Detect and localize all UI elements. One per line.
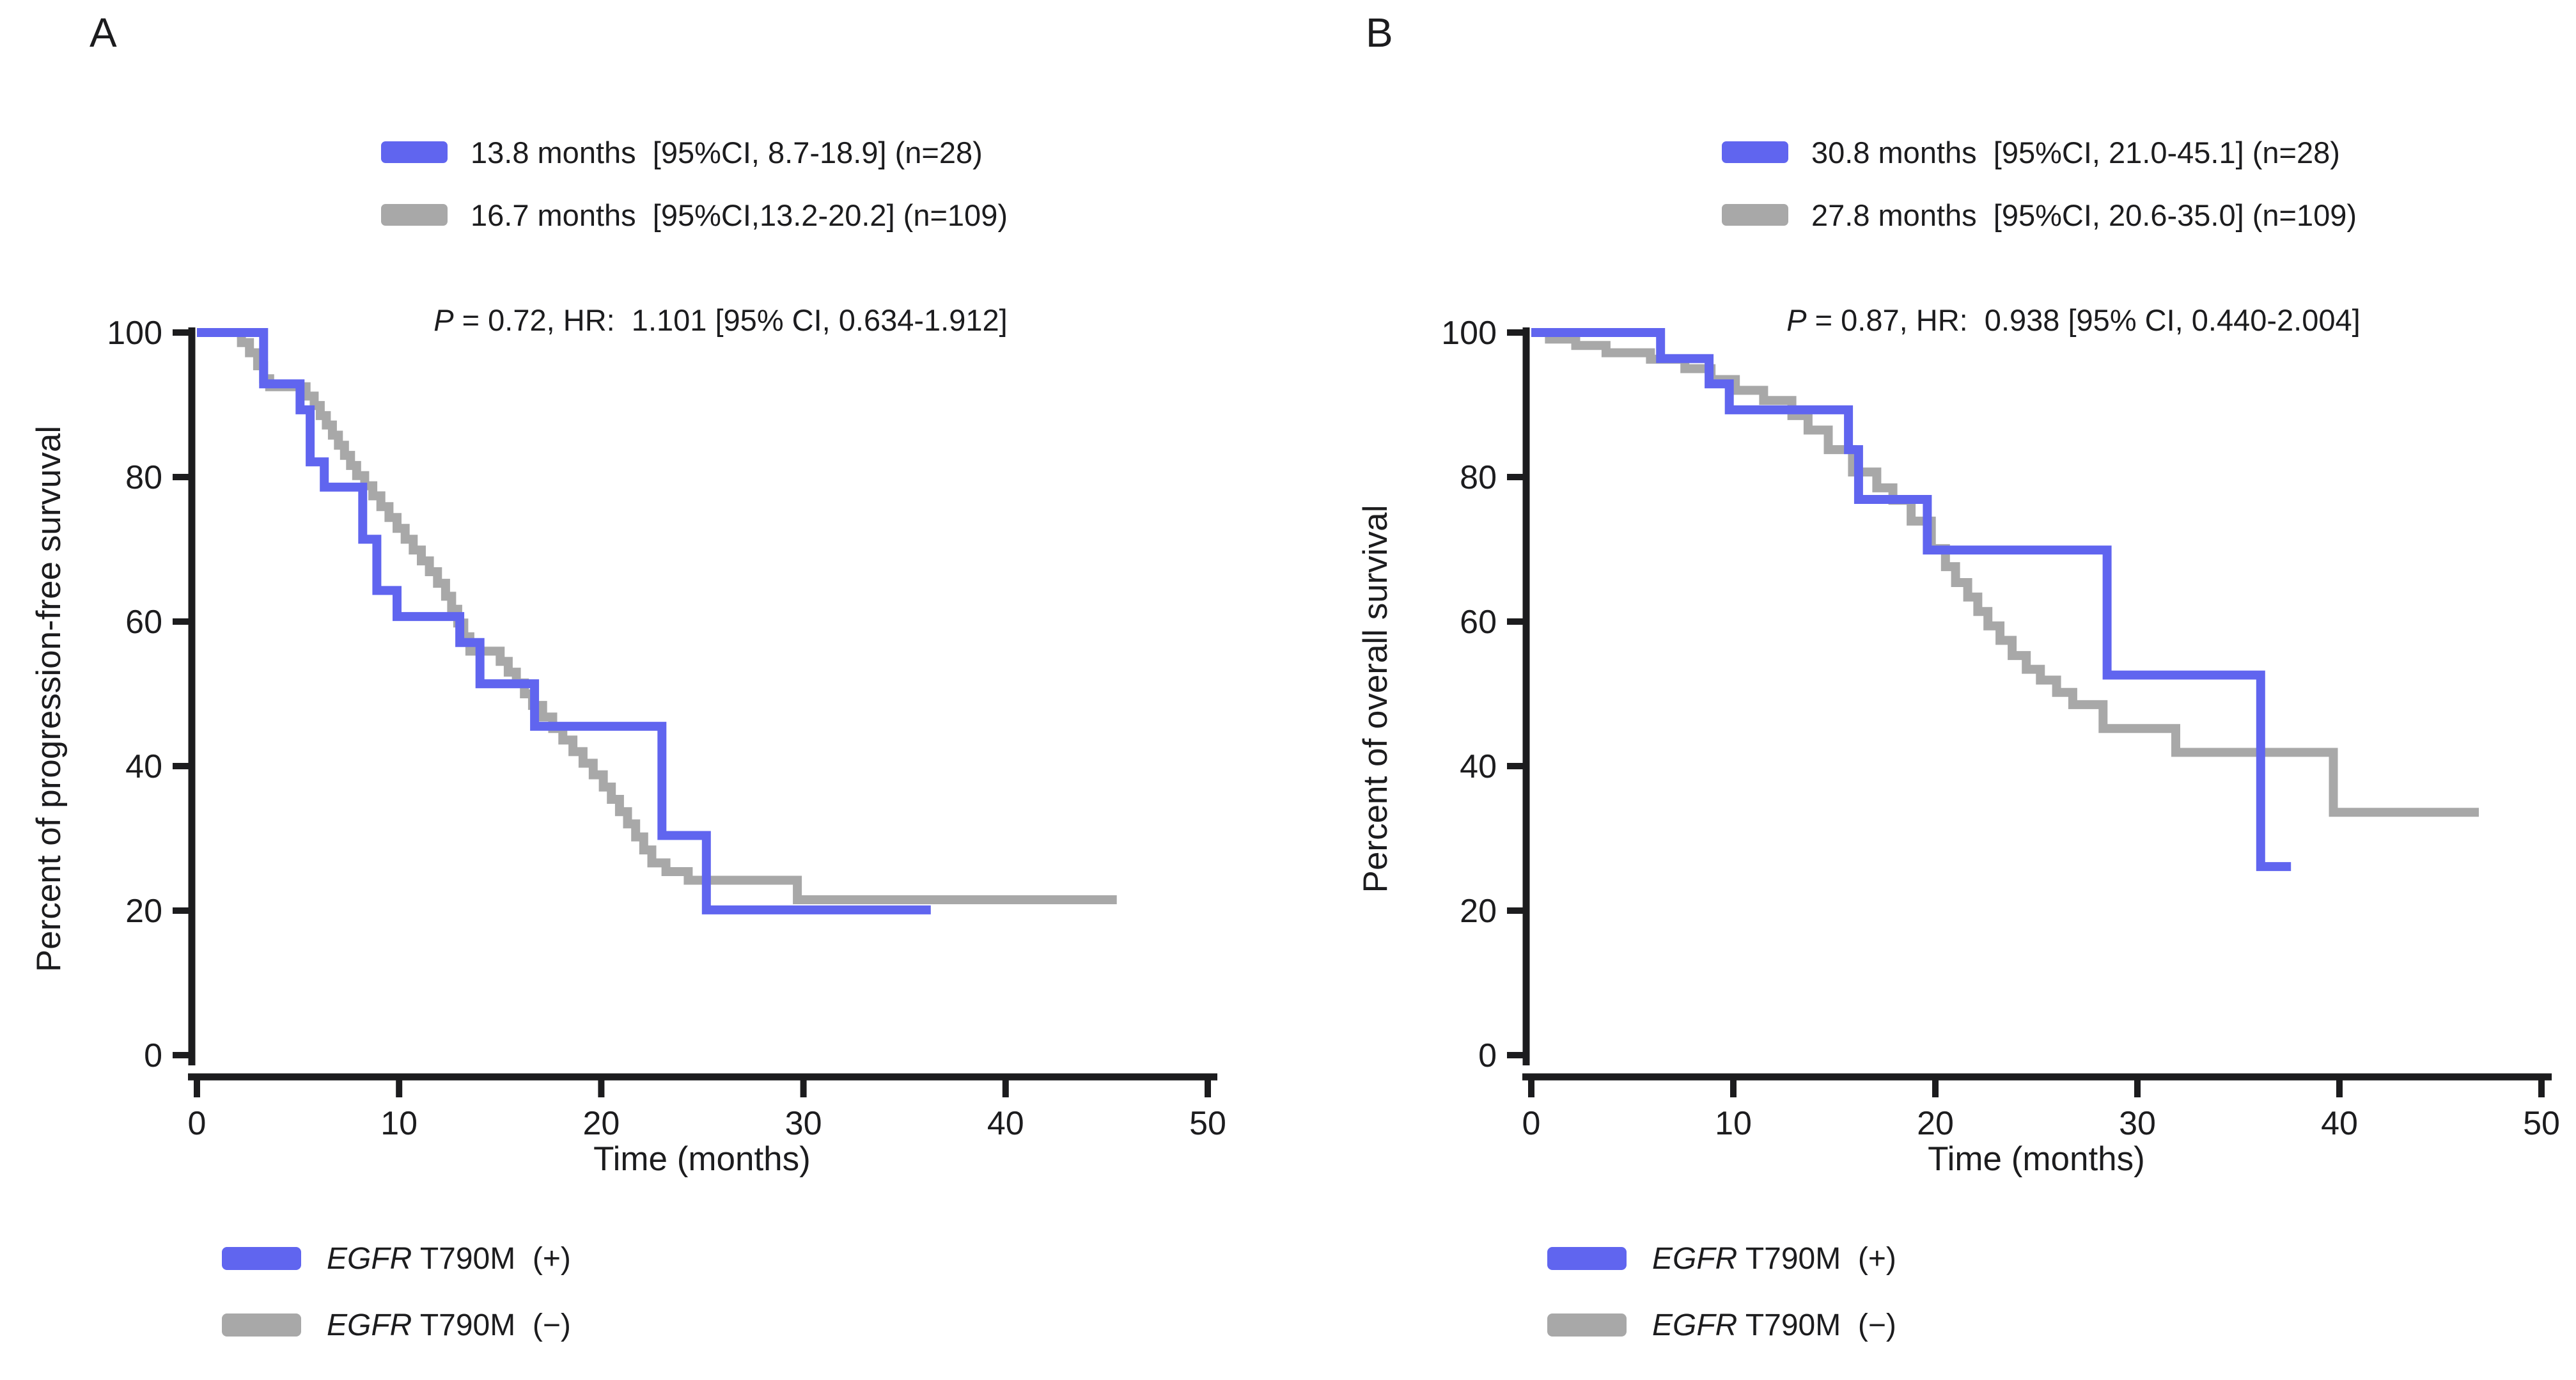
legend-label-positive: 30.8 months [95%CI, 21.0-45.1] (n=28) [1811, 135, 2340, 169]
x-tick-label: 20 [582, 1105, 620, 1142]
y-axis-title: Percent of overall survival [1357, 505, 1394, 893]
x-tick-label: 40 [2321, 1105, 2358, 1142]
y-axis-title: Percent of progression-free survuval [30, 425, 68, 973]
y-tick-label: 60 [125, 604, 162, 641]
legend-row: 30.8 months [95%CI, 21.0-45.1] (n=28) [1722, 133, 2340, 171]
legend-swatch-negative [222, 1313, 301, 1337]
stats-annotation: P = 0.87, HR: 0.938 [95% CI, 0.440-2.004… [1753, 267, 2361, 373]
km-curve-positive [1531, 328, 2291, 872]
km-curve-positive [197, 328, 931, 914]
stats-text: = 0.87, HR: 0.938 [95% CI, 0.440-2.004] [1806, 303, 2361, 337]
legend-swatch-positive [1547, 1247, 1627, 1270]
bottom-legend-label-negative: EGFR T790M (−) [1652, 1308, 1896, 1343]
x-tick-label: 0 [1522, 1105, 1541, 1142]
x-tick-label: 50 [1189, 1105, 1226, 1142]
y-tick-label: 60 [1460, 604, 1497, 641]
legend-row: 13.8 months [95%CI, 8.7-18.9] (n=28) [381, 133, 983, 171]
x-tick-label: 30 [785, 1105, 822, 1142]
legend-row: 27.8 months [95%CI, 20.6-35.0] (n=109) [1722, 196, 2357, 234]
panel-b-label: B [1366, 10, 1393, 56]
x-tick-label: 10 [380, 1105, 418, 1142]
legend-swatch-positive [222, 1247, 301, 1270]
legend-label-negative: 16.7 months [95%CI,13.2-20.2] (n=109) [471, 198, 1008, 232]
stats-text: = 0.72, HR: 1.101 [95% CI, 0.634-1.912] [453, 303, 1008, 337]
marker-status: T790M (−) [412, 1308, 571, 1342]
marker-status: T790M (+) [1737, 1241, 1896, 1276]
bottom-legend-row: EGFR T790M (−) [1547, 1305, 1896, 1345]
y-tick-label: 100 [1441, 315, 1497, 352]
bottom-legend-label-positive: EGFR T790M (+) [327, 1241, 571, 1276]
legend-row: 16.7 months [95%CI,13.2-20.2] (n=109) [381, 196, 1008, 234]
legend-swatch-negative [1547, 1313, 1627, 1337]
y-tick-label: 40 [125, 748, 162, 785]
y-tick-label: 0 [144, 1037, 162, 1074]
p-value-symbol: P [433, 303, 454, 337]
panel-a-label: A [90, 10, 117, 56]
x-axis-title: Time (months) [1928, 1140, 2145, 1178]
gene-name: EGFR [327, 1241, 412, 1276]
x-tick-label: 20 [1917, 1105, 1954, 1142]
x-tick-label: 10 [1715, 1105, 1752, 1142]
y-tick-label: 0 [1478, 1037, 1497, 1074]
y-tick-label: 20 [125, 893, 162, 930]
p-value-symbol: P [1786, 303, 1807, 337]
bottom-legend-label-positive: EGFR T790M (+) [1652, 1241, 1896, 1276]
y-tick-label: 100 [107, 315, 162, 352]
marker-status: T790M (+) [412, 1241, 571, 1276]
legend-label-negative: 27.8 months [95%CI, 20.6-35.0] (n=109) [1811, 198, 2357, 232]
gene-name: EGFR [1652, 1241, 1738, 1276]
bottom-legend-row: EGFR T790M (+) [1547, 1238, 1896, 1279]
legend-label-positive: 13.8 months [95%CI, 8.7-18.9] (n=28) [471, 135, 983, 169]
stats-annotation: P = 0.72, HR: 1.101 [95% CI, 0.634-1.912… [400, 267, 1008, 373]
x-tick-label: 0 [188, 1105, 207, 1142]
gene-name: EGFR [1652, 1308, 1738, 1342]
x-tick-label: 30 [2119, 1105, 2156, 1142]
y-tick-label: 80 [1460, 459, 1497, 496]
x-tick-label: 50 [2523, 1105, 2560, 1142]
gene-name: EGFR [327, 1308, 412, 1342]
bottom-legend-label-negative: EGFR T790M (−) [327, 1308, 571, 1343]
legend-swatch-positive [381, 141, 448, 163]
legend-swatch-negative [1722, 204, 1788, 226]
bottom-legend-row: EGFR T790M (+) [222, 1238, 571, 1279]
km-curve-negative [1531, 328, 2479, 817]
y-tick-label: 20 [1460, 893, 1497, 930]
legend-swatch-negative [381, 204, 448, 226]
y-tick-label: 40 [1460, 748, 1497, 785]
marker-status: T790M (−) [1737, 1308, 1896, 1342]
bottom-legend-row: EGFR T790M (−) [222, 1305, 571, 1345]
x-axis-title: Time (months) [593, 1140, 811, 1178]
x-tick-label: 40 [987, 1105, 1024, 1142]
km-curve-negative [197, 328, 1117, 904]
legend-swatch-positive [1722, 141, 1788, 163]
y-tick-label: 80 [125, 459, 162, 496]
